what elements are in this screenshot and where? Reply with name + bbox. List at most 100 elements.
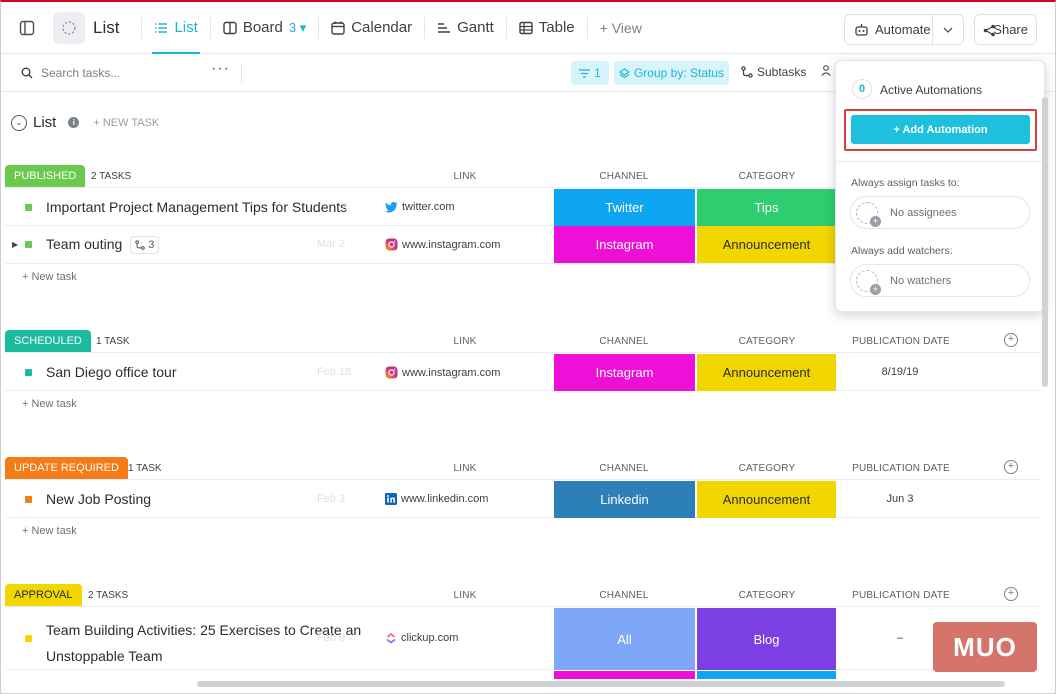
column-header-publication-date[interactable]: PUBLICATION DATE: [852, 463, 950, 474]
due-date[interactable]: Feb 9: [317, 632, 346, 644]
info-icon[interactable]: i: [68, 117, 80, 128]
status-square[interactable]: [25, 496, 32, 503]
column-header-category[interactable]: CATEGORY: [738, 590, 796, 601]
status-square[interactable]: [25, 635, 32, 642]
publication-date[interactable]: 8/19/19: [881, 366, 919, 378]
table-row[interactable]: Team Building Activities: 25 Exercises t…: [5, 606, 1041, 670]
channel-cell[interactable]: Twitter: [554, 189, 695, 226]
column-header-channel[interactable]: CHANNEL: [599, 590, 649, 601]
add-column-icon[interactable]: +: [1004, 587, 1018, 601]
automations-popover: 0 Active Automations + Add Automation Al…: [835, 60, 1045, 312]
column-header-channel[interactable]: CHANNEL: [599, 336, 649, 347]
assignees-field[interactable]: No assignees: [850, 196, 1030, 229]
tab-list[interactable]: List: [146, 2, 205, 54]
due-date[interactable]: Feb 18: [317, 366, 352, 378]
column-header-category[interactable]: CATEGORY: [738, 171, 796, 182]
tab-calendar[interactable]: Calendar: [323, 2, 420, 54]
task-link[interactable]: clickup.com: [385, 632, 458, 644]
add-column-icon[interactable]: +: [1004, 460, 1018, 474]
category-cell[interactable]: Announcement: [697, 481, 836, 518]
channel-cell[interactable]: Linkedin: [554, 481, 695, 518]
category-cell[interactable]: Blog: [697, 608, 836, 670]
status-badge[interactable]: UPDATE REQUIRED: [5, 457, 128, 479]
sidebar-toggle-icon[interactable]: [13, 14, 41, 42]
link-text: www.instagram.com: [402, 366, 501, 379]
column-header-link[interactable]: LINK: [453, 336, 477, 347]
subtasks-label: Subtasks: [757, 65, 807, 79]
channel-cell[interactable]: Instagram: [554, 226, 695, 263]
horizontal-scrollbar[interactable]: [197, 681, 1005, 687]
status-badge[interactable]: SCHEDULED: [5, 330, 91, 352]
task-name[interactable]: Team outing 3: [46, 236, 160, 255]
add-task-button[interactable]: + New task: [22, 271, 77, 283]
collapse-icon[interactable]: ⌄: [11, 114, 27, 131]
add-automation-button[interactable]: + Add Automation: [851, 115, 1030, 144]
column-header-link[interactable]: LINK: [453, 171, 477, 182]
category-cell[interactable]: Announcement: [697, 354, 836, 391]
status-square[interactable]: [25, 369, 32, 376]
category-cell[interactable]: Announcement: [697, 226, 836, 263]
more-options-icon[interactable]: ···: [211, 60, 230, 77]
filter-count: 1: [594, 66, 601, 80]
add-view-button[interactable]: + View: [599, 19, 642, 36]
task-name[interactable]: Team Building Activities: 25 Exercises t…: [46, 617, 361, 669]
expand-icon[interactable]: ▶: [12, 240, 19, 249]
column-header-channel[interactable]: CHANNEL: [599, 171, 649, 182]
task-link[interactable]: www.instagram.com: [385, 238, 500, 251]
due-date[interactable]: Mar 2: [317, 238, 346, 250]
task-name[interactable]: New Job Posting: [46, 491, 152, 507]
category-cell[interactable]: Tips: [697, 189, 836, 226]
search-input[interactable]: Search tasks...: [21, 66, 120, 80]
column-header-publication-date[interactable]: PUBLICATION DATE: [852, 590, 950, 601]
column-header-link[interactable]: LINK: [453, 590, 477, 601]
next-row-channel-cell[interactable]: [554, 671, 695, 679]
due-date[interactable]: 2: [341, 201, 348, 213]
table-row[interactable]: San Diego office tour Feb 18 www.instagr…: [5, 352, 1041, 391]
column-header-link[interactable]: LINK: [453, 463, 477, 474]
add-task-button[interactable]: + New task: [22, 525, 77, 537]
watchers-field[interactable]: No watchers: [850, 264, 1030, 297]
watchers-label: Always add watchers:: [851, 245, 953, 257]
tab-table[interactable]: Table: [511, 2, 583, 54]
tab-board[interactable]: Board 3 ▾: [215, 2, 314, 54]
table-row[interactable]: New Job Posting Feb 3 www.linkedin.com L…: [5, 479, 1041, 518]
subtask-count[interactable]: 3: [130, 236, 160, 255]
table-row[interactable]: Important Project Management Tips for St…: [5, 187, 1041, 226]
next-row-category-cell[interactable]: [697, 671, 836, 679]
tab-gantt[interactable]: Gantt: [429, 2, 502, 54]
channel-cell[interactable]: Instagram: [554, 354, 695, 391]
task-name[interactable]: Important Project Management Tips for St…: [46, 199, 348, 215]
status-badge[interactable]: APPROVAL: [5, 584, 82, 606]
status-square[interactable]: [25, 204, 32, 211]
column-header-category[interactable]: CATEGORY: [738, 463, 796, 474]
status-badge[interactable]: PUBLISHED: [5, 165, 86, 187]
column-header-channel[interactable]: CHANNEL: [599, 463, 649, 474]
new-task-button[interactable]: + NEW TASK: [93, 116, 160, 129]
list-status-icon[interactable]: [53, 11, 85, 44]
task-name[interactable]: San Diego office tour: [46, 364, 177, 380]
status-square[interactable]: [25, 241, 32, 248]
publication-date[interactable]: –: [896, 632, 904, 644]
task-link[interactable]: twitter.com: [385, 201, 455, 213]
share-button[interactable]: Share: [974, 14, 1037, 45]
subtasks-button[interactable]: Subtasks: [741, 65, 806, 79]
table-row[interactable]: ▶ Team outing 3 Mar 2 www.instagram.com I…: [5, 226, 1041, 264]
vertical-scrollbar[interactable]: [1042, 97, 1048, 387]
user-icon[interactable]: [821, 65, 831, 79]
automate-button[interactable]: Automate: [844, 14, 964, 45]
publication-date[interactable]: Jun 3: [886, 493, 914, 505]
due-date[interactable]: Feb 3: [317, 493, 346, 505]
board-count-badge[interactable]: 3 ▾: [288, 19, 307, 35]
channel-cell[interactable]: All: [554, 608, 695, 670]
task-link[interactable]: www.instagram.com: [385, 366, 500, 379]
group-by-button[interactable]: Group by: Status: [614, 61, 729, 85]
add-column-icon[interactable]: +: [1004, 333, 1018, 347]
filter-button[interactable]: 1: [571, 61, 609, 85]
column-header-publication-date[interactable]: PUBLICATION DATE: [852, 336, 950, 347]
column-header-category[interactable]: CATEGORY: [738, 336, 796, 347]
task-link[interactable]: www.linkedin.com: [385, 493, 488, 505]
chevron-down-icon[interactable]: [931, 15, 963, 44]
board-icon: [223, 21, 237, 34]
add-task-button[interactable]: + New task: [22, 398, 77, 410]
divider: [241, 63, 242, 83]
